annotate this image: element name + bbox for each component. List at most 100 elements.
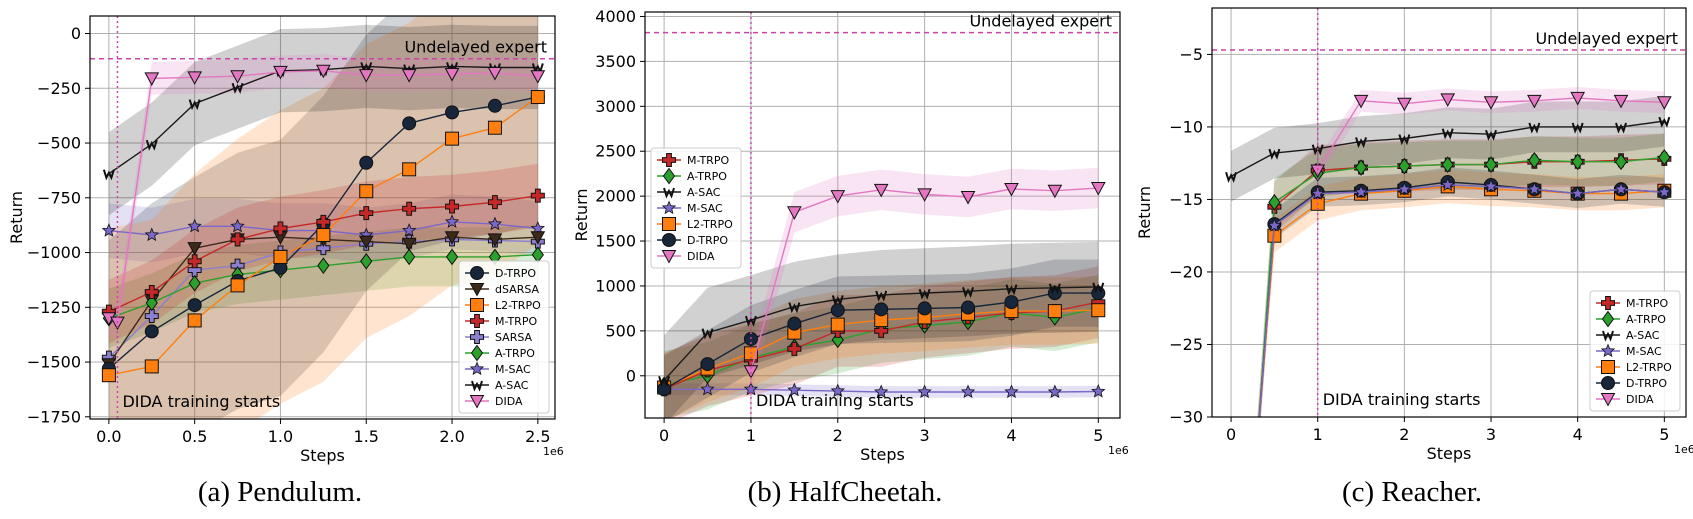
legend-marker-dida [1600, 393, 1616, 407]
chart-panel-2: 0 1 2 3 4 5 0 500 1000 1500 2000 2500 3000 3500 4000 Un… [572, 7, 1129, 464]
y-tick-label: 3500 [595, 52, 636, 71]
point-d-trpo [700, 357, 715, 372]
point-sarsa [144, 309, 159, 324]
y-tick-label: 3000 [595, 97, 636, 116]
plot-area [1225, 87, 1672, 417]
y-tick-label: −750 [37, 188, 81, 207]
point-dida [873, 183, 889, 198]
point-m-trpo [316, 214, 331, 229]
point-a-trpo [188, 274, 201, 292]
point-m-sac [1353, 184, 1369, 199]
point-a-sac [360, 62, 373, 74]
legend-marker-a-sac [1602, 330, 1614, 342]
point-m-sac [1047, 384, 1063, 399]
y-tick-label: 500 [605, 321, 636, 340]
point-d-trpo [787, 316, 802, 331]
point-m-sac [1657, 184, 1672, 199]
legend-label-dida: DIDA [687, 250, 715, 263]
point-a-sac [1441, 128, 1454, 140]
point-a-trpo [445, 248, 459, 266]
point-dida [1483, 96, 1499, 110]
point-l2-trpo [230, 278, 245, 293]
legend-marker-dsarsa [469, 283, 485, 297]
point-sarsa [316, 241, 331, 256]
point-l2-trpo [359, 184, 374, 199]
point-a-sac [1092, 282, 1105, 294]
point-a-sac [1398, 134, 1411, 146]
point-a-trpo [1658, 149, 1671, 166]
point-dida [960, 191, 976, 205]
legend-marker-l2-trpo [1601, 360, 1615, 374]
axes-frame [89, 15, 556, 420]
point-dsarsa [487, 233, 503, 247]
point-dsarsa [530, 231, 546, 245]
point-l2-trpo [273, 249, 288, 264]
point-m-sac [230, 218, 245, 233]
point-a-trpo [1354, 159, 1368, 176]
point-d-trpo [187, 298, 202, 313]
dida-start-label: DIDA training starts [756, 391, 914, 410]
x-axis-label: Steps [860, 445, 905, 464]
legend-label-a-trpo: A-TRPO [495, 347, 535, 360]
y-axis-label: Return [7, 191, 26, 244]
point-dida [1047, 184, 1063, 199]
y-tick-label: 1500 [595, 232, 636, 251]
legend: M-TRPO A-TRPO A-SAC M-SAC L2-TRPO D-TRPO DIDA [1589, 290, 1681, 412]
x-tick-label: 1 [746, 426, 756, 445]
legend-label-a-sac: A-SAC [495, 379, 529, 392]
point-dsarsa [358, 235, 374, 250]
legend-marker-a-trpo [470, 344, 484, 362]
point-dida [1656, 96, 1672, 110]
point-l2-trpo [187, 313, 202, 328]
point-a-sac [1048, 283, 1061, 295]
y-tick-label: −10 [1169, 117, 1203, 136]
legend-marker-a-trpo [662, 167, 676, 185]
point-dsarsa [401, 237, 417, 252]
point-a-sac [102, 169, 115, 181]
point-a-sac [1571, 122, 1584, 134]
dida-start-label: DIDA training starts [1323, 390, 1481, 409]
point-l2-trpo [402, 162, 417, 177]
x-tick-label: 4 [1573, 425, 1583, 444]
point-dida [1527, 94, 1542, 109]
y-tick-label: −15 [1169, 190, 1203, 209]
point-dida [1570, 91, 1586, 106]
point-dida [830, 190, 846, 204]
point-a-sac [831, 295, 844, 307]
point-d-trpo [830, 303, 845, 318]
x-axis-label: Steps [300, 446, 345, 465]
point-dida [530, 70, 546, 84]
legend-marker-m-trpo [662, 153, 676, 167]
axes-frame [1211, 7, 1687, 418]
point-m-sac [1440, 177, 1455, 192]
point-a-trpo [1484, 156, 1498, 173]
point-m-trpo [273, 221, 288, 236]
y-tick-label: 2500 [595, 142, 636, 161]
band-a-trpo [108, 225, 538, 348]
point-m-trpo [144, 284, 159, 299]
point-a-sac [188, 99, 201, 111]
x-tick-label: 2.0 [439, 427, 464, 446]
point-a-trpo [145, 294, 158, 312]
chart-panel-1: 0.0 0.5 1.0 1.5 2.0 2.5 0 −250 −500 −750 −1000 −125… [7, 15, 564, 465]
legend-label-m-trpo: M-TRPO [1626, 297, 1668, 310]
point-dida [1397, 97, 1412, 112]
x-tick-label: 2 [833, 426, 843, 445]
point-m-sac [960, 384, 976, 399]
point-l2-trpo [101, 368, 116, 383]
point-dida [743, 365, 759, 379]
y-tick-label: 0 [71, 24, 81, 43]
point-dida [144, 72, 160, 86]
x-tick-label: 1.5 [354, 427, 379, 446]
y-tick-label: −1500 [27, 353, 81, 372]
point-d-trpo [917, 301, 932, 316]
legend-label-m-trpo: M-TRPO [495, 315, 537, 328]
point-m-sac [1091, 383, 1106, 398]
point-dida [401, 69, 417, 83]
point-dida [230, 70, 245, 84]
point-a-sac [1658, 116, 1671, 128]
point-m-sac [830, 383, 845, 398]
point-l2-trpo [487, 120, 502, 135]
point-a-sac [531, 63, 544, 75]
